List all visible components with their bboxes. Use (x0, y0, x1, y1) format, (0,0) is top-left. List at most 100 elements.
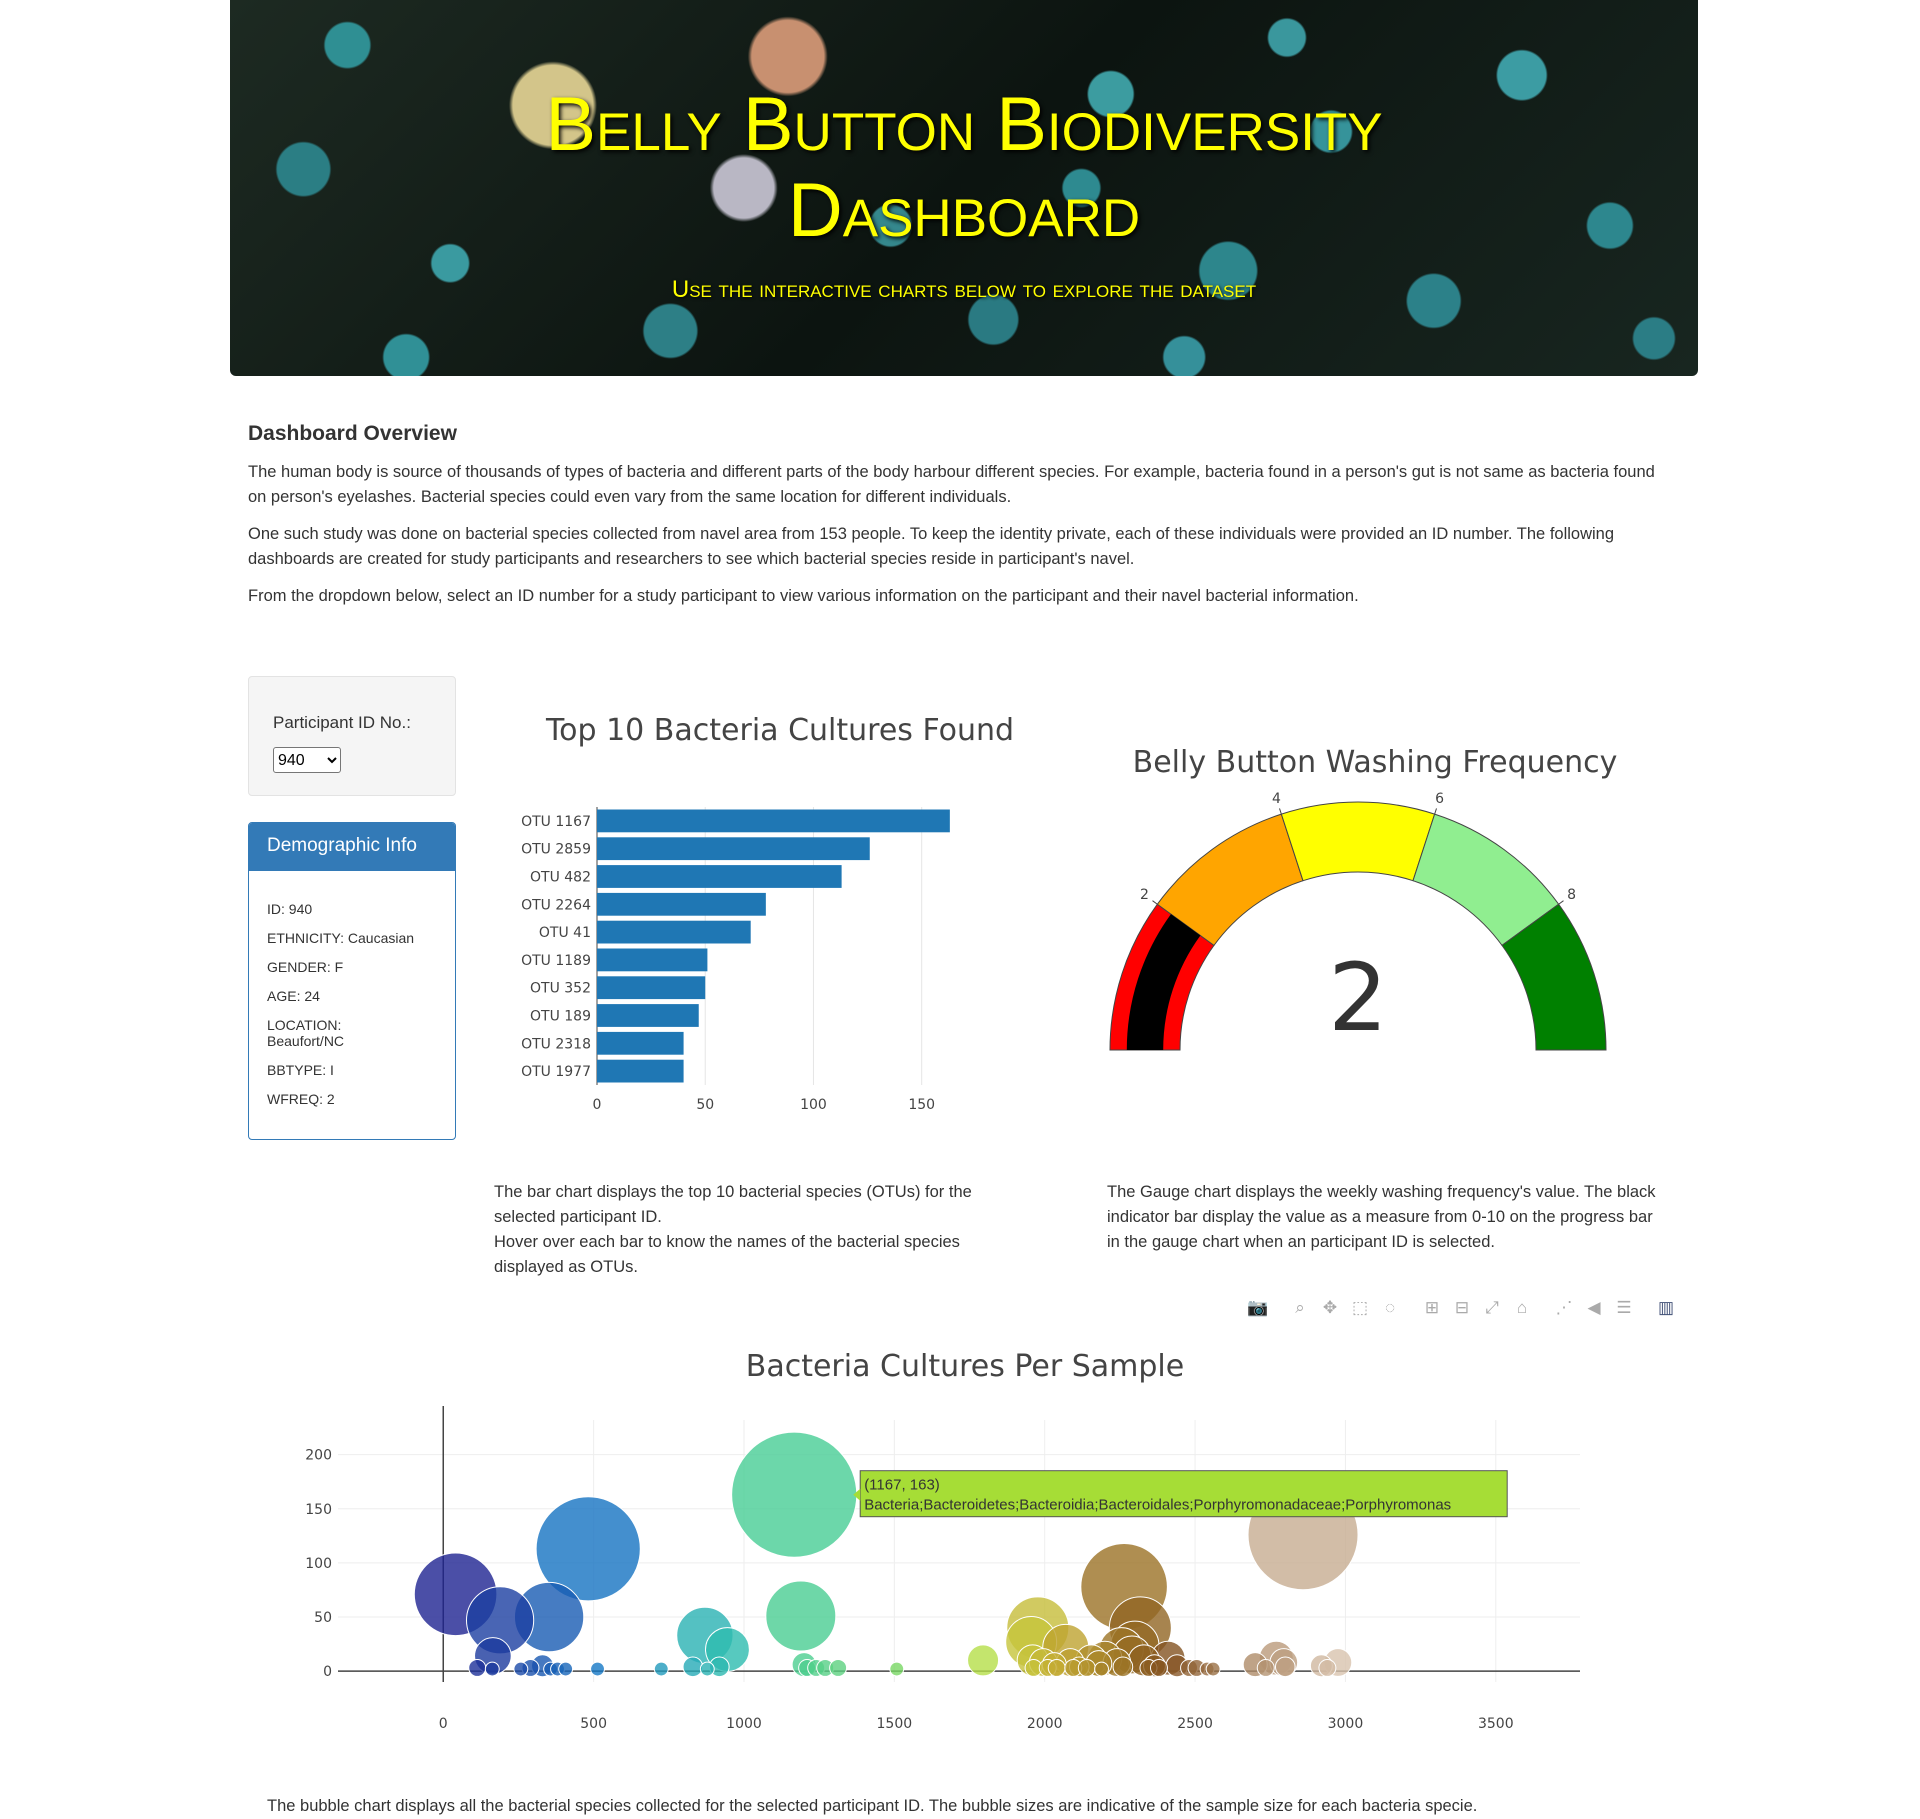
page-title: Belly Button Biodiversity Dashboard (230, 82, 1698, 254)
bubble-point[interactable] (653, 1661, 669, 1677)
bubble-point[interactable] (1274, 1656, 1296, 1678)
bar-category-label: OTU 1167 (521, 814, 591, 830)
bubble-x-tick-label: 2000 (1027, 1716, 1063, 1730)
box-select-icon[interactable]: ⬚ (1351, 1298, 1369, 1317)
bubble-point[interactable] (682, 1656, 704, 1678)
demographic-info-panel: Demographic Info ID: 940 ETHNICITY: Cauc… (248, 822, 456, 1140)
participant-id-dropdown[interactable]: 940 (273, 747, 341, 773)
gauge-indicator-fill (1126, 914, 1201, 1050)
gauge-tick-labels: 2 4 6 8 (1140, 791, 1576, 905)
bubble-point[interactable] (765, 1580, 837, 1652)
washing-frequency-gauge[interactable]: Belly Button Washing Frequency 2 4 6 8 2 (1090, 740, 1640, 1080)
bar-otu-482[interactable] (597, 865, 842, 888)
bubble-chart[interactable]: Bacteria Cultures Per Sample 0 500 1000 150… (290, 1320, 1620, 1730)
bar-category-label: OTU 41 (539, 925, 591, 941)
bubble-point[interactable] (535, 1496, 641, 1602)
bar-x-tick-label: 150 (908, 1097, 935, 1113)
bubble-point[interactable] (558, 1661, 574, 1677)
bar-otu-1189[interactable] (597, 948, 708, 972)
bar-category-label: OTU 2318 (521, 1036, 591, 1052)
bubble-x-tick-label: 500 (580, 1716, 607, 1730)
overview-heading: Dashboard Overview (248, 422, 457, 445)
spike-lines-icon[interactable]: ⋰ (1555, 1298, 1573, 1317)
top10-bar-chart[interactable]: Top 10 Bacteria Cultures Found OTU 1167 O… (495, 700, 1015, 1120)
bar-otu-1167[interactable] (597, 809, 950, 833)
gauge-tick (1152, 900, 1158, 905)
bubble-point[interactable] (1318, 1658, 1337, 1677)
bubble-point[interactable] (468, 1658, 487, 1677)
bar-otu-2318[interactable] (597, 1031, 684, 1055)
zoom-icon[interactable]: ⌕ (1295, 1298, 1305, 1317)
bar-chart-bars[interactable] (597, 809, 950, 1083)
demographic-ethnicity: ETHNICITY: Caucasian (267, 930, 415, 946)
zoom-out-icon[interactable]: ⊟ (1454, 1298, 1470, 1317)
hover-compare-icon[interactable]: ☰ (1616, 1298, 1632, 1317)
gauge-tick (1434, 808, 1437, 815)
bubble-y-tick-label: 200 (305, 1448, 332, 1464)
bar-otu-2859[interactable] (597, 837, 870, 861)
pan-icon[interactable]: ✥ (1322, 1298, 1338, 1317)
bar-otu-352[interactable] (597, 976, 706, 1000)
page-subtitle: Use the interactive charts below to expl… (671, 276, 1257, 303)
bubble-x-tick-label: 2500 (1177, 1716, 1213, 1730)
bubble-chart-bubbles[interactable] (413, 1431, 1359, 1678)
bubble-point[interactable] (1047, 1658, 1066, 1677)
bubble-point[interactable] (1094, 1661, 1109, 1677)
bubble-point[interactable] (1112, 1656, 1134, 1678)
hover-tooltip-label: Bacteria;Bacteroidetes;Bacteroidia;Bacte… (864, 1497, 1451, 1514)
hover-tooltip-box (859, 1470, 1508, 1518)
bar-chart-description: The bar chart displays the top 10 bacter… (494, 1180, 1024, 1280)
bubble-y-tick-label: 150 (305, 1502, 332, 1518)
bubble-x-tick-label: 1500 (877, 1716, 913, 1730)
bubble-point[interactable] (1077, 1658, 1096, 1677)
bar-otu-2264[interactable] (597, 892, 766, 916)
camera-icon[interactable]: 📷 (1247, 1298, 1269, 1317)
autoscale-icon[interactable]: ⤢ (1485, 1298, 1499, 1317)
bar-otu-41[interactable] (597, 920, 751, 944)
bubble-point[interactable] (731, 1431, 858, 1558)
bubble-point[interactable] (967, 1644, 1000, 1677)
demographic-age: AGE: 24 (267, 988, 320, 1004)
plotly-logo-icon[interactable]: ▥ (1657, 1298, 1675, 1317)
bubble-y-tick-label: 0 (323, 1664, 332, 1680)
demographic-wfreq: WFREQ: 2 (267, 1091, 335, 1107)
hover-closest-icon[interactable]: ◀ (1587, 1298, 1601, 1317)
bubble-chart-tick-labels: 0 500 1000 1500 2000 2500 3000 3500 0 50 100 150 200 (305, 1448, 1513, 1730)
bubble-point[interactable] (1256, 1658, 1275, 1677)
gauge-tick-label: 2 (1140, 887, 1149, 903)
plotly-modebar: 📷 ⌕ ✥ ⬚ ◌ ⊞ ⊟ ⤢ ⌂ ⋰ ◀ ☰ ▥ (1246, 1296, 1684, 1320)
bar-category-label: OTU 189 (530, 1009, 591, 1025)
bubble-point[interactable] (1149, 1658, 1168, 1677)
bubble-x-tick-label: 3500 (1478, 1716, 1514, 1730)
bubble-point[interactable] (1205, 1661, 1221, 1677)
bubble-hover-tooltip: (1167, 163) Bacteria;Bacteroidetes;Bacte… (853, 1470, 1508, 1518)
gauge-tick (1279, 808, 1282, 815)
bubble-point[interactable] (513, 1661, 529, 1677)
demographic-bbtype: BBTYPE: I (267, 1062, 334, 1078)
lasso-icon[interactable]: ◌ (1384, 1298, 1396, 1317)
bubble-point[interactable] (590, 1661, 605, 1677)
reset-axes-icon[interactable]: ⌂ (1516, 1298, 1528, 1317)
demographic-id: ID: 940 (267, 901, 313, 917)
bar-otu-189[interactable] (597, 1004, 699, 1027)
bubble-point[interactable] (699, 1661, 715, 1677)
zoom-in-icon[interactable]: ⊞ (1424, 1298, 1440, 1317)
bubble-point[interactable] (484, 1661, 500, 1677)
demographic-location: LOCATION: Beaufort/NC (267, 1017, 345, 1049)
bubble-point[interactable] (889, 1661, 905, 1677)
bar-chart-description-line1: The bar chart displays the top 10 bacter… (494, 1183, 972, 1226)
bar-otu-1977[interactable] (597, 1059, 684, 1083)
bubble-chart-title: Bacteria Cultures Per Sample (746, 1349, 1184, 1384)
bar-chart-tick-labels: 0 50 100 150 (593, 1097, 936, 1113)
bar-chart-title: Top 10 Bacteria Cultures Found (545, 713, 1014, 748)
bubble-y-tick-label: 50 (314, 1610, 332, 1626)
overview-paragraph-1: The human body is source of thousands of… (248, 463, 1655, 506)
gauge-chart-title: Belly Button Washing Frequency (1133, 745, 1618, 780)
gauge-band (1501, 903, 1607, 1051)
bar-chart-description-line2: Hover over each bar to know the names of… (494, 1233, 960, 1276)
bubble-point[interactable] (829, 1658, 848, 1677)
hover-tooltip-arrow (853, 1488, 861, 1501)
header-banner: Belly Button Biodiversity Dashboard Use … (230, 0, 1698, 376)
gauge-tick-label: 8 (1567, 887, 1576, 903)
bar-x-tick-label: 50 (696, 1097, 714, 1113)
